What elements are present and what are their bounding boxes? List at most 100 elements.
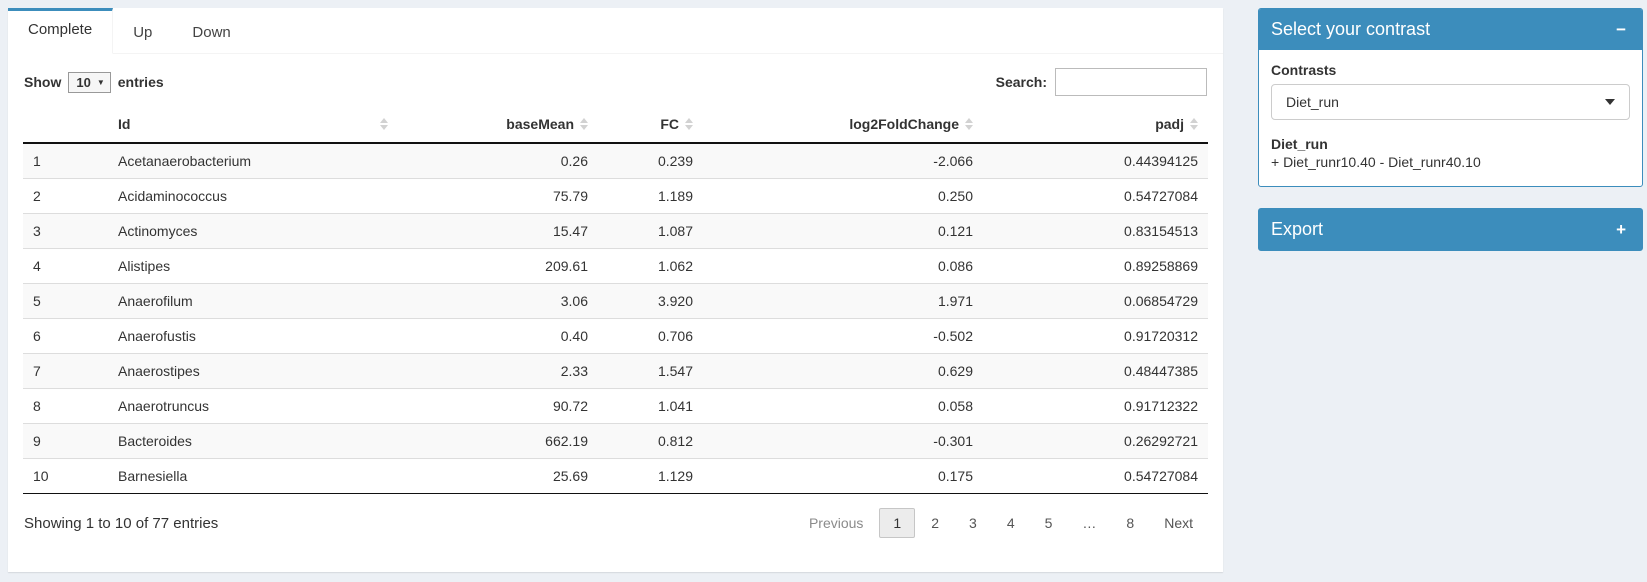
pagination-page-3[interactable]: 3: [969, 515, 977, 531]
header-fc-label: FC: [660, 116, 679, 132]
table-row[interactable]: 7 Anaerostipes 2.33 1.547 0.629 0.48447385: [23, 353, 1208, 389]
cell-id: Anaerotruncus: [108, 388, 398, 424]
cell-log2fc: 0.121: [703, 213, 983, 249]
table-row[interactable]: 9 Bacteroides 662.19 0.812 -0.301 0.26292721: [23, 423, 1208, 459]
search-control: Search:: [996, 68, 1207, 96]
header-log2foldchange-label: log2FoldChange: [849, 116, 959, 132]
header-fc[interactable]: FC: [598, 108, 703, 144]
header-id[interactable]: Id: [108, 108, 398, 144]
pagination-page-5[interactable]: 5: [1044, 515, 1053, 531]
table-row[interactable]: 3 Actinomyces 15.47 1.087 0.121 0.83154513: [23, 213, 1208, 249]
pagination-page-2[interactable]: 2: [931, 515, 940, 531]
header-log2foldchange[interactable]: log2FoldChange: [703, 108, 983, 144]
table-row[interactable]: 2 Acidaminococcus 75.79 1.189 0.250 0.5472708…: [23, 178, 1208, 214]
header-basemean-label: baseMean: [506, 116, 574, 132]
sort-icon[interactable]: [965, 118, 973, 130]
search-label: Search:: [995, 74, 1047, 90]
pagination-page-1[interactable]: 1: [879, 508, 916, 538]
page-length-select[interactable]: 10 ▼: [68, 71, 111, 93]
table-row[interactable]: 6 Anaerofustis 0.40 0.706 -0.502 0.91720312: [23, 318, 1208, 354]
header-index: [23, 108, 108, 144]
cell-padj: 0.48447385: [983, 353, 1208, 389]
contrasts-select[interactable]: Diet_run: [1271, 84, 1630, 120]
cell-id: Anaerofilum: [108, 283, 398, 319]
pagination-previous[interactable]: Previous: [808, 515, 864, 531]
cell-fc: 3.920: [598, 283, 703, 319]
cell-baseMean: 2.33: [398, 353, 598, 389]
cell-baseMean: 209.61: [398, 248, 598, 284]
cell-padj: 0.44394125: [1124, 153, 1198, 169]
cell-baseMean: 0.26: [560, 153, 588, 169]
cell-log2fc: 1.971: [703, 283, 983, 319]
cell-fc: 1.129: [598, 458, 703, 494]
contrast-box-body: Contrasts Diet_run Diet_run + Diet_runr1…: [1259, 50, 1642, 186]
cell-id: Acetanaerobacterium: [118, 153, 252, 169]
cell-padj: 0.91720312: [983, 318, 1208, 354]
pagination: Previous 1 2 3 4 5 … 8 Next: [793, 508, 1207, 538]
table-row[interactable]: 1 Acetanaerobacterium 0.26 0.239 -2.066 0.443…: [23, 143, 1208, 179]
cell-padj: 0.91712322: [983, 388, 1208, 424]
cell-fc: 0.812: [598, 423, 703, 459]
header-padj[interactable]: padj: [983, 108, 1208, 144]
sort-icon[interactable]: [685, 118, 693, 130]
sort-icon[interactable]: [1190, 118, 1198, 130]
contrast-detail-title: Diet_run: [1271, 136, 1328, 152]
contrasts-label: Contrasts: [1271, 62, 1337, 78]
sort-icon[interactable]: [580, 118, 588, 130]
table-row[interactable]: 10 Barnesiella 25.69 1.129 0.175 0.54727084: [23, 458, 1208, 494]
show-label: Show: [24, 74, 62, 90]
contrast-box: Select your contrast − Contrasts Diet_ru…: [1258, 8, 1643, 187]
cell-n: 4: [23, 248, 108, 284]
expand-icon[interactable]: +: [1612, 221, 1630, 238]
cell-fc: 1.041: [598, 388, 703, 424]
contrast-box-title: Select your contrast: [1271, 19, 1431, 39]
cell-baseMean: 0.40: [398, 318, 598, 354]
cell-n: 5: [23, 283, 108, 319]
cell-baseMean: 3.06: [398, 283, 598, 319]
cell-id: Anaerofustis: [108, 318, 398, 354]
cell-fc: 1.087: [598, 213, 703, 249]
contrast-detail-formula: + Diet_runr10.40 - Diet_runr40.10: [1271, 154, 1481, 170]
tab-complete[interactable]: Complete: [8, 8, 114, 54]
search-input[interactable]: [1055, 68, 1207, 96]
cell-log2fc: 0.629: [703, 353, 983, 389]
header-basemean[interactable]: baseMean: [398, 108, 598, 144]
cell-fc: 1.189: [598, 178, 703, 214]
cell-padj: 0.54727084: [983, 178, 1208, 214]
cell-id: Bacteroides: [108, 423, 398, 459]
results-panel: Complete Up Down Show 10 ▼ entries Searc…: [8, 8, 1223, 572]
cell-baseMean: 90.72: [398, 388, 598, 424]
cell-fc: 1.062: [598, 248, 703, 284]
tab-up[interactable]: Up: [133, 24, 153, 41]
tab-down[interactable]: Down: [192, 24, 231, 41]
export-box-title: Export: [1271, 219, 1324, 239]
cell-n: 9: [23, 423, 108, 459]
cell-id: Barnesiella: [108, 458, 398, 494]
cell-n: 1: [33, 153, 41, 169]
collapse-icon[interactable]: −: [1612, 21, 1630, 38]
cell-log2fc: 0.058: [703, 388, 983, 424]
pagination-page-4[interactable]: 4: [1006, 515, 1015, 531]
table-info: Showing 1 to 10 of 77 entries: [24, 514, 219, 532]
cell-n: 2: [23, 178, 108, 214]
header-id-label: Id: [118, 116, 131, 132]
sidebar-right: Select your contrast − Contrasts Diet_ru…: [1258, 8, 1643, 272]
sort-icon[interactable]: [380, 118, 388, 130]
cell-padj: 0.83154513: [983, 213, 1208, 249]
cell-id: Alistipes: [108, 248, 398, 284]
cell-baseMean: 662.19: [398, 423, 598, 459]
tab-content-complete: Show 10 ▼ entries Search:: [8, 54, 1223, 554]
cell-id: Anaerostipes: [108, 353, 398, 389]
pagination-next[interactable]: Next: [1164, 515, 1193, 531]
export-box-header: Export +: [1259, 209, 1642, 250]
tab-bar: Complete Up Down: [8, 8, 1223, 54]
contrast-box-header: Select your contrast −: [1259, 9, 1642, 50]
table-row[interactable]: 8 Anaerotruncus 90.72 1.041 0.058 0.91712322: [23, 388, 1208, 424]
cell-log2fc: -0.301: [703, 423, 983, 459]
pagination-ellipsis: …: [1082, 515, 1097, 531]
pagination-page-8[interactable]: 8: [1126, 515, 1135, 531]
cell-n: 7: [23, 353, 108, 389]
table-body: 1 Acetanaerobacterium 0.26 0.239 -2.066 0.443…: [23, 143, 1208, 494]
table-row[interactable]: 4 Alistipes 209.61 1.062 0.086 0.89258869: [23, 248, 1208, 284]
table-row[interactable]: 5 Anaerofilum 3.06 3.920 1.971 0.06854729: [23, 283, 1208, 319]
